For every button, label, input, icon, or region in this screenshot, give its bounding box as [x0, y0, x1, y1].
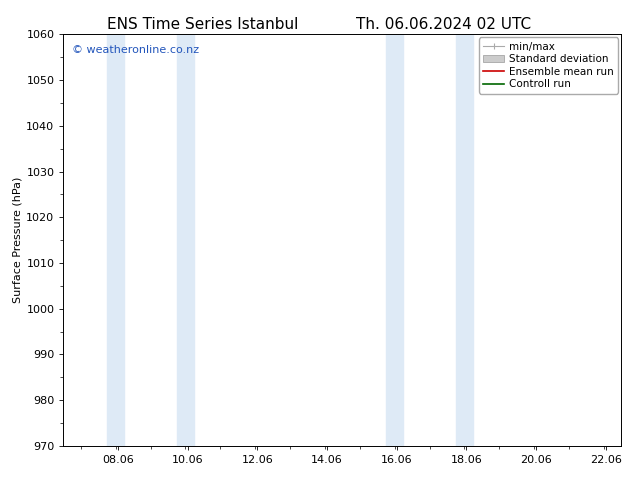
Bar: [386, 34, 403, 446]
Bar: [107, 34, 124, 446]
Text: © weatheronline.co.nz: © weatheronline.co.nz: [72, 45, 199, 54]
Bar: [456, 34, 473, 446]
Bar: [177, 34, 194, 446]
Y-axis label: Surface Pressure (hPa): Surface Pressure (hPa): [12, 177, 22, 303]
Text: ENS Time Series Istanbul: ENS Time Series Istanbul: [107, 17, 299, 32]
Text: Th. 06.06.2024 02 UTC: Th. 06.06.2024 02 UTC: [356, 17, 531, 32]
Legend: min/max, Standard deviation, Ensemble mean run, Controll run: min/max, Standard deviation, Ensemble me…: [479, 37, 618, 94]
